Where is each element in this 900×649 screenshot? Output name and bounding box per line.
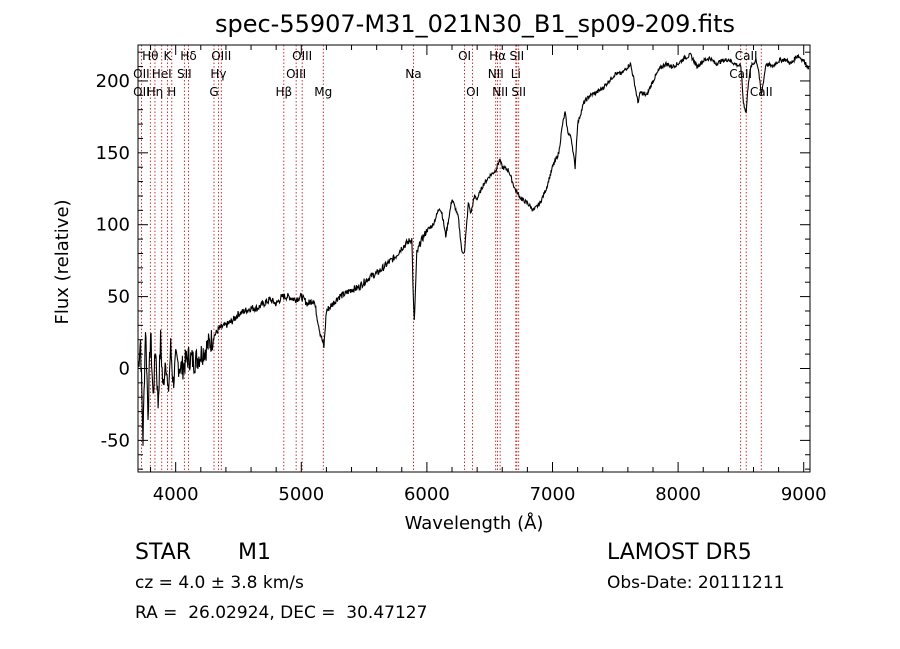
spectral-line-label: Hδ [180, 49, 196, 63]
spectral-line-label: NII [488, 67, 504, 81]
spectral-line-label: NII [492, 85, 508, 99]
spectral-line-label: Hθ [142, 49, 158, 63]
spectral-line-label: CaII [729, 67, 752, 81]
observation-date: Obs-Date: 20111211 [607, 573, 785, 593]
x-tick-label: 4000 [153, 484, 199, 505]
spectral-line-label: Li [511, 67, 521, 81]
x-tick-label: 6000 [404, 484, 450, 505]
x-tick-label: 7000 [530, 484, 576, 505]
spectral-line-label: Hη [147, 85, 164, 99]
survey-name: LAMOST DR5 [607, 540, 752, 565]
spectral-line-label: G [209, 85, 218, 99]
y-tick-label: 0 [119, 358, 130, 379]
y-tick-label: 100 [96, 215, 130, 236]
spectrum-series-line [137, 52, 810, 446]
spectral-line-label: OI [458, 49, 471, 63]
spectral-line-label: HeI [152, 67, 172, 81]
y-axis-ticks: -50 0 50 100 150 200 [96, 51, 810, 470]
spectral-line-label: H [167, 85, 176, 99]
spectral-line-label: Hγ [210, 67, 226, 81]
spectral-line-label: K [163, 49, 172, 63]
spectral-line-label: OII [133, 67, 150, 81]
spectral-line-label: Mg [314, 85, 332, 99]
spectral-line-label: Na [405, 67, 421, 81]
redshift-cz: cz = 4.0 ± 3.8 km/s [135, 573, 304, 593]
spectral-line-label: OIII [211, 49, 231, 63]
spectral-line-label: SII [509, 49, 524, 63]
x-axis-label: Wavelength (Å) [405, 512, 544, 534]
emission-lines-layer [140, 45, 762, 472]
spectral-line-label: SII [177, 67, 192, 81]
y-tick-label: 200 [96, 71, 130, 92]
spectral-line-label: Hα [489, 49, 506, 63]
spectral-line-label: CaII [735, 49, 758, 63]
spectral-line-label: OI [466, 85, 479, 99]
object-class: STAR [135, 540, 192, 565]
y-tick-label: 50 [107, 287, 130, 308]
spectral-line-label: OII [133, 85, 150, 99]
y-tick-label: -50 [101, 430, 130, 451]
x-axis-ticks: 4000 5000 6000 7000 8000 9000 [150, 45, 827, 505]
y-tick-label: 150 [96, 143, 130, 164]
x-tick-label: 9000 [781, 484, 827, 505]
spectral-line-label: Hβ [275, 85, 292, 99]
spectral-line-label: OIII [292, 49, 312, 63]
x-tick-label: 5000 [278, 484, 324, 505]
x-tick-label: 8000 [655, 484, 701, 505]
spectral-line-label: OIII [286, 67, 306, 81]
chart-title: spec-55907-M31_021N30_B1_sp09-209.fits [215, 10, 735, 38]
plot-frame [137, 44, 811, 473]
object-subclass: M1 [238, 540, 271, 565]
spectral-line-label: SII [511, 85, 526, 99]
y-axis-label: Flux (relative) [52, 199, 73, 324]
coordinates: RA = 26.02924, DEC = 30.47127 [135, 603, 428, 623]
